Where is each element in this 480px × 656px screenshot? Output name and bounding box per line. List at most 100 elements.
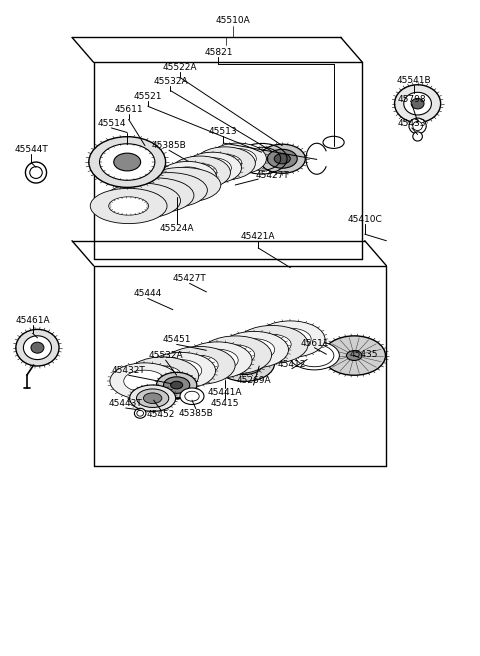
Ellipse shape [124,370,165,392]
Ellipse shape [127,357,199,395]
Ellipse shape [170,156,230,189]
Ellipse shape [16,329,59,366]
Ellipse shape [295,344,334,367]
Text: 45522A: 45522A [163,63,197,72]
Text: 45541B: 45541B [396,75,431,85]
Ellipse shape [236,325,308,363]
Ellipse shape [183,163,217,182]
Ellipse shape [99,144,155,180]
Ellipse shape [25,162,47,183]
Text: 45412: 45412 [277,359,306,369]
Ellipse shape [323,336,385,375]
Text: 45461A: 45461A [15,316,50,325]
Text: 45443T: 45443T [109,399,143,408]
Ellipse shape [144,393,162,403]
Ellipse shape [114,153,141,171]
Text: 45798: 45798 [397,95,426,104]
Ellipse shape [215,346,275,381]
Ellipse shape [259,144,305,173]
Ellipse shape [160,359,202,382]
Ellipse shape [409,118,426,134]
Text: 45415: 45415 [210,399,239,408]
Ellipse shape [200,336,272,374]
Ellipse shape [164,377,190,394]
Ellipse shape [219,148,256,169]
Text: 45269A: 45269A [236,376,271,385]
Ellipse shape [24,336,51,359]
Ellipse shape [236,358,254,369]
Ellipse shape [117,178,194,213]
Text: 45524A: 45524A [159,224,194,233]
Ellipse shape [31,342,44,353]
Ellipse shape [323,136,344,148]
Text: 45521: 45521 [133,92,162,101]
Text: 45821: 45821 [204,48,233,57]
Text: 45451: 45451 [162,335,191,344]
Text: 45435: 45435 [349,350,378,359]
Ellipse shape [180,388,204,405]
Ellipse shape [270,328,311,350]
Ellipse shape [253,335,291,354]
Ellipse shape [195,147,255,180]
Text: 45441A: 45441A [207,388,242,397]
Ellipse shape [194,157,231,178]
Ellipse shape [146,352,216,389]
Ellipse shape [404,92,432,115]
Ellipse shape [209,143,266,174]
Ellipse shape [289,341,339,370]
Ellipse shape [122,192,162,210]
Ellipse shape [411,98,424,109]
Ellipse shape [185,391,199,401]
Ellipse shape [347,350,362,361]
Ellipse shape [208,154,242,173]
Ellipse shape [134,408,146,419]
Text: 45432T: 45432T [112,366,145,375]
Text: 45452: 45452 [146,410,175,419]
Ellipse shape [219,331,288,368]
Ellipse shape [267,150,297,168]
Text: 45544T: 45544T [14,145,48,154]
Text: 45433: 45433 [397,119,426,128]
Text: 45444: 45444 [134,289,162,298]
Text: 45427T: 45427T [256,171,289,180]
Ellipse shape [184,152,241,184]
Ellipse shape [227,352,263,375]
Ellipse shape [169,167,206,188]
Ellipse shape [395,85,441,123]
Ellipse shape [162,176,203,194]
Ellipse shape [216,345,255,365]
Ellipse shape [413,132,422,141]
Text: 45532A: 45532A [148,351,183,360]
Ellipse shape [159,161,216,193]
Ellipse shape [180,356,218,375]
Text: 45514: 45514 [97,119,126,128]
Ellipse shape [156,373,197,398]
Ellipse shape [197,349,238,371]
Ellipse shape [149,181,189,199]
Text: 45427T: 45427T [173,274,206,283]
Ellipse shape [89,136,166,188]
Ellipse shape [108,197,149,215]
Ellipse shape [30,167,42,178]
Ellipse shape [144,366,182,386]
Text: 45611: 45611 [300,338,329,348]
Ellipse shape [163,346,235,384]
Ellipse shape [137,411,144,416]
Text: 45385B: 45385B [152,141,186,150]
Ellipse shape [131,173,207,208]
Ellipse shape [90,188,167,224]
Ellipse shape [233,338,275,361]
Ellipse shape [183,342,252,379]
Text: 45421A: 45421A [241,232,276,241]
Ellipse shape [130,385,176,411]
Ellipse shape [144,167,221,203]
Ellipse shape [136,389,169,407]
Text: 45510A: 45510A [216,16,250,26]
Ellipse shape [413,121,422,131]
Ellipse shape [110,363,179,400]
Text: 45410C: 45410C [348,215,382,224]
Ellipse shape [256,321,325,358]
Text: 45532A: 45532A [153,77,188,86]
Ellipse shape [274,154,290,164]
Text: 45611: 45611 [114,105,143,114]
